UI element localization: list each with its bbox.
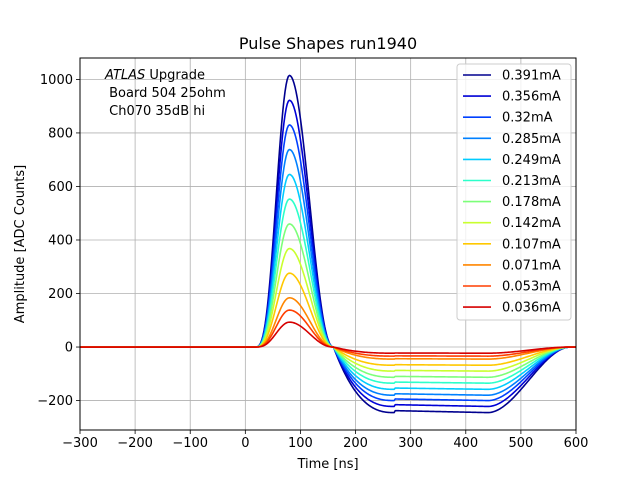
annotation-line-1: ATLAS Upgrade — [104, 68, 205, 83]
x-tick-label: 200 — [343, 436, 368, 451]
x-axis-label: Time [ns] — [296, 457, 358, 472]
series-line-0-036mA — [80, 321, 576, 354]
chart-title: Pulse Shapes run1940 — [239, 34, 417, 53]
legend-label: 0.285mA — [502, 132, 561, 147]
x-tick-label: 500 — [508, 436, 533, 451]
annotation-experiment-suffix: Upgrade — [145, 68, 205, 83]
legend-label: 0.071mA — [502, 258, 561, 273]
annotation-experiment: ATLAS — [104, 68, 145, 83]
plot-frame — [79, 57, 577, 431]
legend-label: 0.053mA — [502, 280, 561, 295]
legend-label: 0.32mA — [502, 111, 553, 126]
legend-label: 0.142mA — [502, 216, 561, 231]
x-tick-label: 0 — [241, 436, 249, 451]
legend: 0.391mA 0.356mA 0.32mA 0.285mA 0.249mA 0.213m… — [456, 63, 572, 321]
x-tick-label: −100 — [172, 436, 208, 451]
y-tick-label: 400 — [48, 233, 73, 248]
x-tick-label: 300 — [398, 436, 423, 451]
y-tick-label: 800 — [48, 126, 73, 141]
x-axis-ticks: −300 −200 −100 0 100 200 300 400 500 600 — [62, 430, 588, 451]
x-tick-label: −200 — [117, 436, 153, 451]
y-tick-label: −200 — [37, 394, 73, 409]
y-tick-label: 200 — [48, 287, 73, 302]
y-tick-label: 600 — [48, 180, 73, 195]
x-tick-label: −300 — [62, 436, 98, 451]
atlas-annotation: ATLAS Upgrade Board 504 25ohm Ch070 35dB… — [104, 68, 226, 119]
legend-label: 0.178mA — [502, 195, 561, 210]
legend-box — [456, 63, 572, 321]
plot-lines — [80, 74, 576, 414]
legend-label: 0.249mA — [502, 153, 561, 168]
legend-label: 0.391mA — [502, 69, 561, 84]
y-tick-label: 1000 — [40, 73, 73, 88]
y-axis-ticks: −200 0 200 400 600 800 1000 — [37, 73, 80, 409]
legend-label: 0.213mA — [502, 174, 561, 189]
y-axis-label: Amplitude [ADC Counts] — [13, 165, 28, 323]
annotation-line-2: Board 504 25ohm — [105, 86, 226, 101]
legend-label: 0.036mA — [502, 301, 561, 316]
x-tick-label: 600 — [564, 436, 589, 451]
y-tick-label: 0 — [65, 341, 73, 356]
legend-label: 0.356mA — [502, 90, 561, 105]
x-tick-label: 100 — [288, 436, 313, 451]
x-tick-label: 400 — [453, 436, 478, 451]
legend-label: 0.107mA — [502, 237, 561, 252]
annotation-line-3: Ch070 35dB hi — [105, 104, 205, 119]
legend-entries: 0.391mA 0.356mA 0.32mA 0.285mA 0.249mA 0.213m… — [463, 69, 561, 316]
